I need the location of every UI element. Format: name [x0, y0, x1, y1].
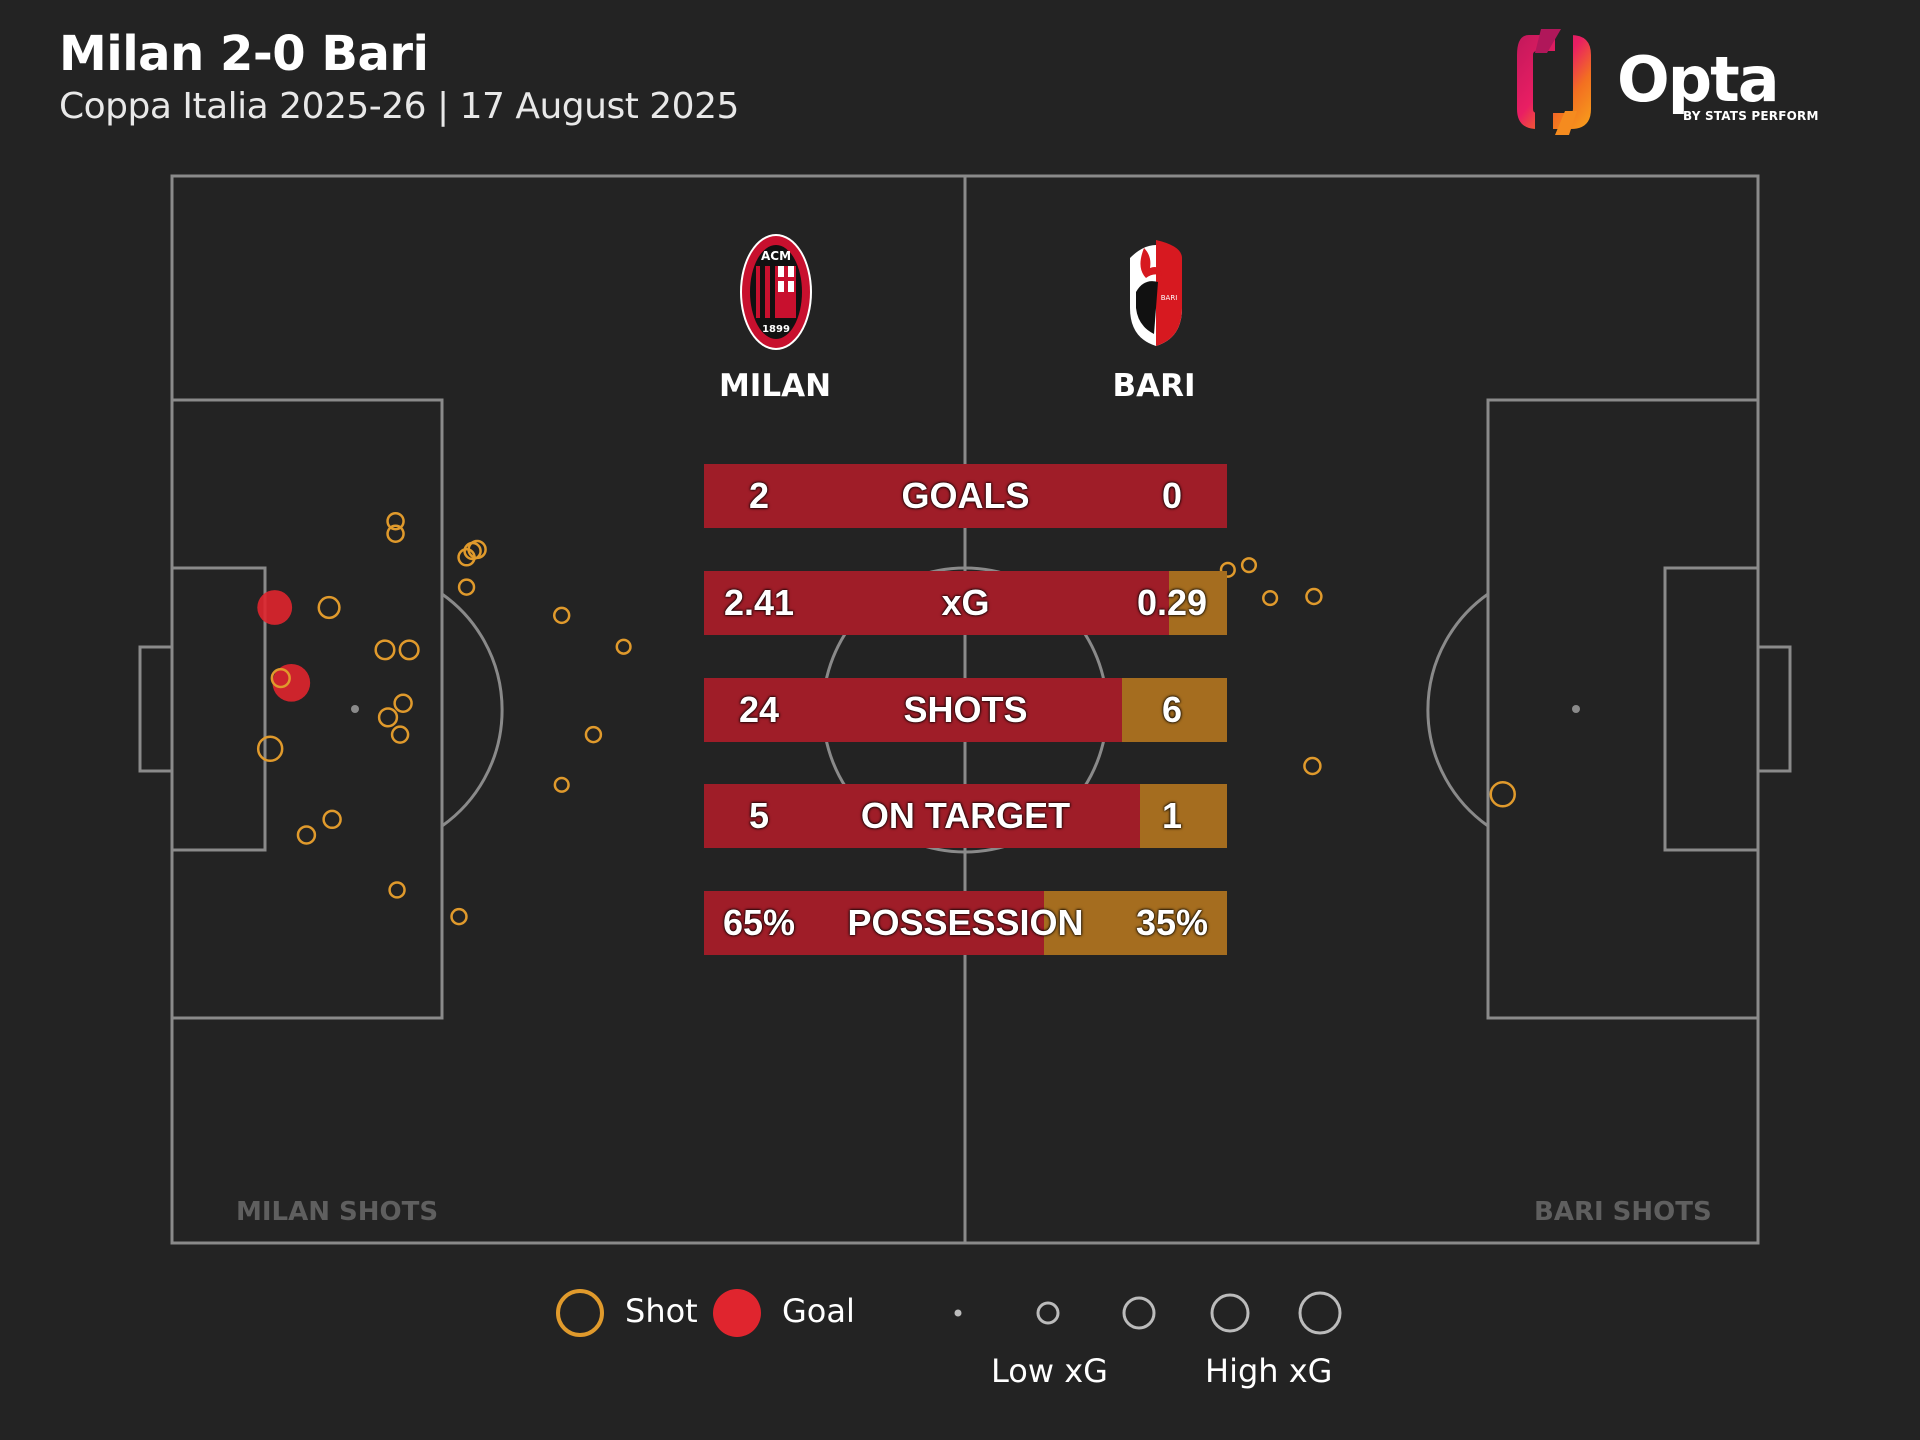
stat-row-possession: POSSESSION 65% 35%	[704, 891, 1227, 955]
right-penalty-arc	[1426, 592, 1489, 828]
stat-label: ON TARGET	[860, 795, 1071, 836]
stat-label: SHOTS	[903, 689, 1028, 730]
shot-marker	[1489, 780, 1516, 808]
shot-marker	[1305, 587, 1323, 606]
opta-tagline: BY STATS PERFORM	[1683, 109, 1819, 123]
shot-marker	[317, 595, 341, 620]
stat-bari-value: 1	[1161, 795, 1183, 836]
stat-bari-share-bar	[1169, 571, 1227, 635]
shot-marker	[256, 735, 284, 762]
shot-marker	[270, 667, 291, 689]
ac-milan-crest-icon: ACM 1899	[740, 234, 812, 350]
shot-marker	[584, 725, 603, 744]
stat-row-on-target: ON TARGET 5 1	[704, 784, 1227, 848]
page-subtitle: Coppa Italia 2025-26 | 17 August 2025	[59, 86, 739, 127]
shot-marker	[386, 524, 405, 544]
shot-marker	[390, 725, 410, 744]
svg-text:1899: 1899	[762, 324, 790, 335]
shot-marker	[374, 639, 396, 661]
shot-marker	[450, 907, 468, 926]
shot-marker	[457, 548, 476, 567]
shot-marker	[322, 809, 342, 830]
left-goal	[138, 645, 174, 773]
shot-marker	[1303, 756, 1322, 776]
stat-label: xG	[941, 582, 990, 623]
right-six-yard-box	[1663, 566, 1760, 852]
shot-marker	[1219, 561, 1236, 578]
svg-text:ACM: ACM	[761, 249, 791, 263]
stat-label: GOALS	[901, 475, 1030, 516]
stat-bari-value: 6	[1161, 689, 1183, 730]
stat-label: POSSESSION	[847, 902, 1084, 943]
stat-bari-value: 35%	[1135, 902, 1209, 943]
legend-shot-label: Shot	[625, 1292, 698, 1330]
shot-marker	[553, 776, 570, 793]
left-penalty-spot	[351, 705, 359, 713]
left-penalty-arc	[441, 592, 504, 828]
stat-milan-value: 65%	[722, 902, 796, 943]
stat-bari-share-bar	[1043, 891, 1227, 955]
right-penalty-spot	[1572, 705, 1580, 713]
shot-marker	[457, 578, 476, 596]
stat-row-goals: GOALS 2 0	[704, 464, 1227, 528]
team-name-bari: BARI	[1112, 368, 1196, 404]
stat-bari-share-bar	[1122, 678, 1227, 742]
stat-milan-value: 5	[748, 795, 770, 836]
legend-high-xg-label: High xG	[1205, 1352, 1333, 1390]
opta-mark-icon	[1517, 29, 1591, 135]
legend-low-xg-label: Low xG	[991, 1352, 1108, 1390]
stat-bari-share-bar	[1139, 784, 1227, 848]
goal-marker	[272, 663, 311, 702]
bari-crest-icon: BARI	[1130, 240, 1182, 346]
left-penalty-area	[170, 398, 444, 1020]
opta-wordmark: Opta	[1617, 43, 1780, 116]
stat-bari-value: 0.29	[1136, 582, 1208, 623]
team-name-milan: MILAN	[718, 368, 832, 404]
legend-goal-label: Goal	[782, 1292, 855, 1330]
milan-shots-label: MILAN SHOTS	[236, 1197, 439, 1227]
right-goal	[1756, 645, 1792, 773]
shot-marker	[386, 511, 405, 531]
right-penalty-area	[1486, 398, 1760, 1020]
shot-marker	[615, 638, 632, 655]
stat-milan-value: 2	[748, 475, 770, 516]
bari-shots-label: BARI SHOTS	[1534, 1197, 1712, 1227]
shot-marker	[296, 825, 317, 845]
shots-layer	[256, 511, 1516, 926]
stat-row-shots: SHOTS 24 6	[704, 678, 1227, 742]
goal-marker	[257, 590, 293, 625]
shot-marker	[393, 693, 413, 713]
page-title: Milan 2-0 Bari	[59, 26, 429, 82]
shot-marker	[1240, 557, 1258, 574]
stat-milan-value: 2.41	[723, 582, 795, 623]
left-six-yard-box	[170, 566, 267, 852]
shot-marker	[552, 606, 571, 625]
shot-marker	[388, 881, 406, 899]
svg-text:BARI: BARI	[1161, 294, 1178, 302]
stat-row-xg: xG 2.41 0.29	[704, 571, 1227, 635]
stat-milan-value: 24	[738, 689, 780, 730]
shot-marker	[398, 639, 420, 661]
shot-marker	[377, 707, 399, 728]
stat-bari-value: 0	[1161, 475, 1183, 516]
opta-logo: Opta BY STATS PERFORM	[1505, 25, 1825, 135]
shot-marker	[1262, 590, 1279, 607]
